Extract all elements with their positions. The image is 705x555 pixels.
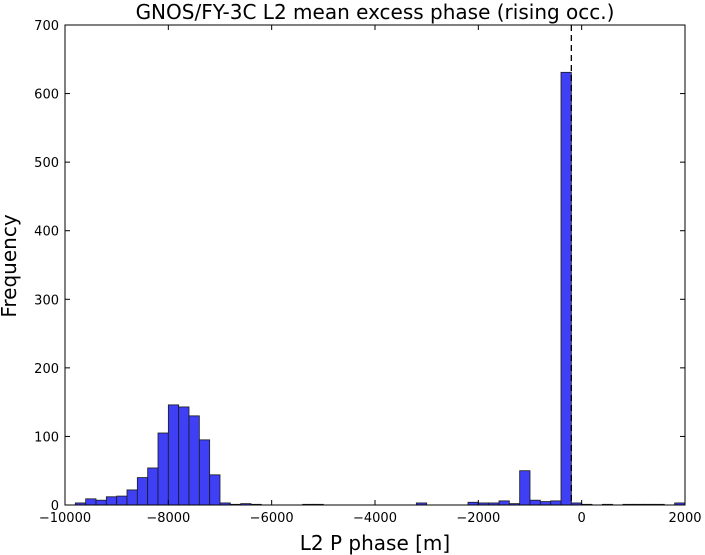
y-tick-label: 100 xyxy=(34,430,59,445)
histogram-bar-28 xyxy=(539,501,552,506)
histogram-bar-7 xyxy=(147,467,159,506)
y-axis-label: Frequency xyxy=(0,214,21,317)
histogram-bar-29 xyxy=(550,500,562,506)
x-tick-label: −6000 xyxy=(250,511,294,526)
histogram-bar-9 xyxy=(167,404,180,506)
x-tick-label: −4000 xyxy=(353,511,397,526)
histogram-bar-24 xyxy=(498,500,510,506)
y-tick-label: 600 xyxy=(34,88,59,103)
y-tick-label: 0 xyxy=(51,499,59,514)
histogram-bar-3 xyxy=(105,496,118,506)
y-axis-ticks: 0 100 200 300 400 500 600 700 xyxy=(34,19,685,514)
y-tick-label: 700 xyxy=(34,19,59,34)
x-tick-label: −8000 xyxy=(146,511,190,526)
histogram-bar-12 xyxy=(198,439,211,506)
histogram-bar-1 xyxy=(85,498,97,506)
y-tick-label: 300 xyxy=(34,293,59,308)
x-tick-label: 0 xyxy=(578,511,586,526)
histogram-bar-26 xyxy=(519,470,531,506)
histogram-bar-27 xyxy=(529,499,541,506)
x-axis-ticks: −10000 −8000 −6000 −4000 −2000 0 2000 xyxy=(39,25,702,526)
x-axis-label: L2 P phase [m] xyxy=(300,531,450,555)
x-tick-label: −10000 xyxy=(39,511,91,526)
histogram-bar-10 xyxy=(178,406,190,506)
chart-title: GNOS/FY-3C L2 mean excess phase (rising … xyxy=(136,0,615,24)
y-tick-label: 500 xyxy=(34,156,59,171)
histogram-bar-30 xyxy=(560,71,572,506)
y-tick-label: 200 xyxy=(34,362,59,377)
x-tick-label: −2000 xyxy=(456,511,500,526)
histogram-bar-5 xyxy=(126,489,138,506)
histogram-bar-13 xyxy=(209,474,221,506)
x-tick-label: 2000 xyxy=(668,511,701,526)
histogram-bar-2 xyxy=(95,499,107,506)
histogram-bar-6 xyxy=(136,477,149,506)
histogram-bar-8 xyxy=(157,432,169,506)
histogram-bar-4 xyxy=(116,495,128,506)
bars-group xyxy=(74,71,686,506)
histogram-bar-11 xyxy=(188,415,200,506)
y-tick-label: 400 xyxy=(34,225,59,240)
